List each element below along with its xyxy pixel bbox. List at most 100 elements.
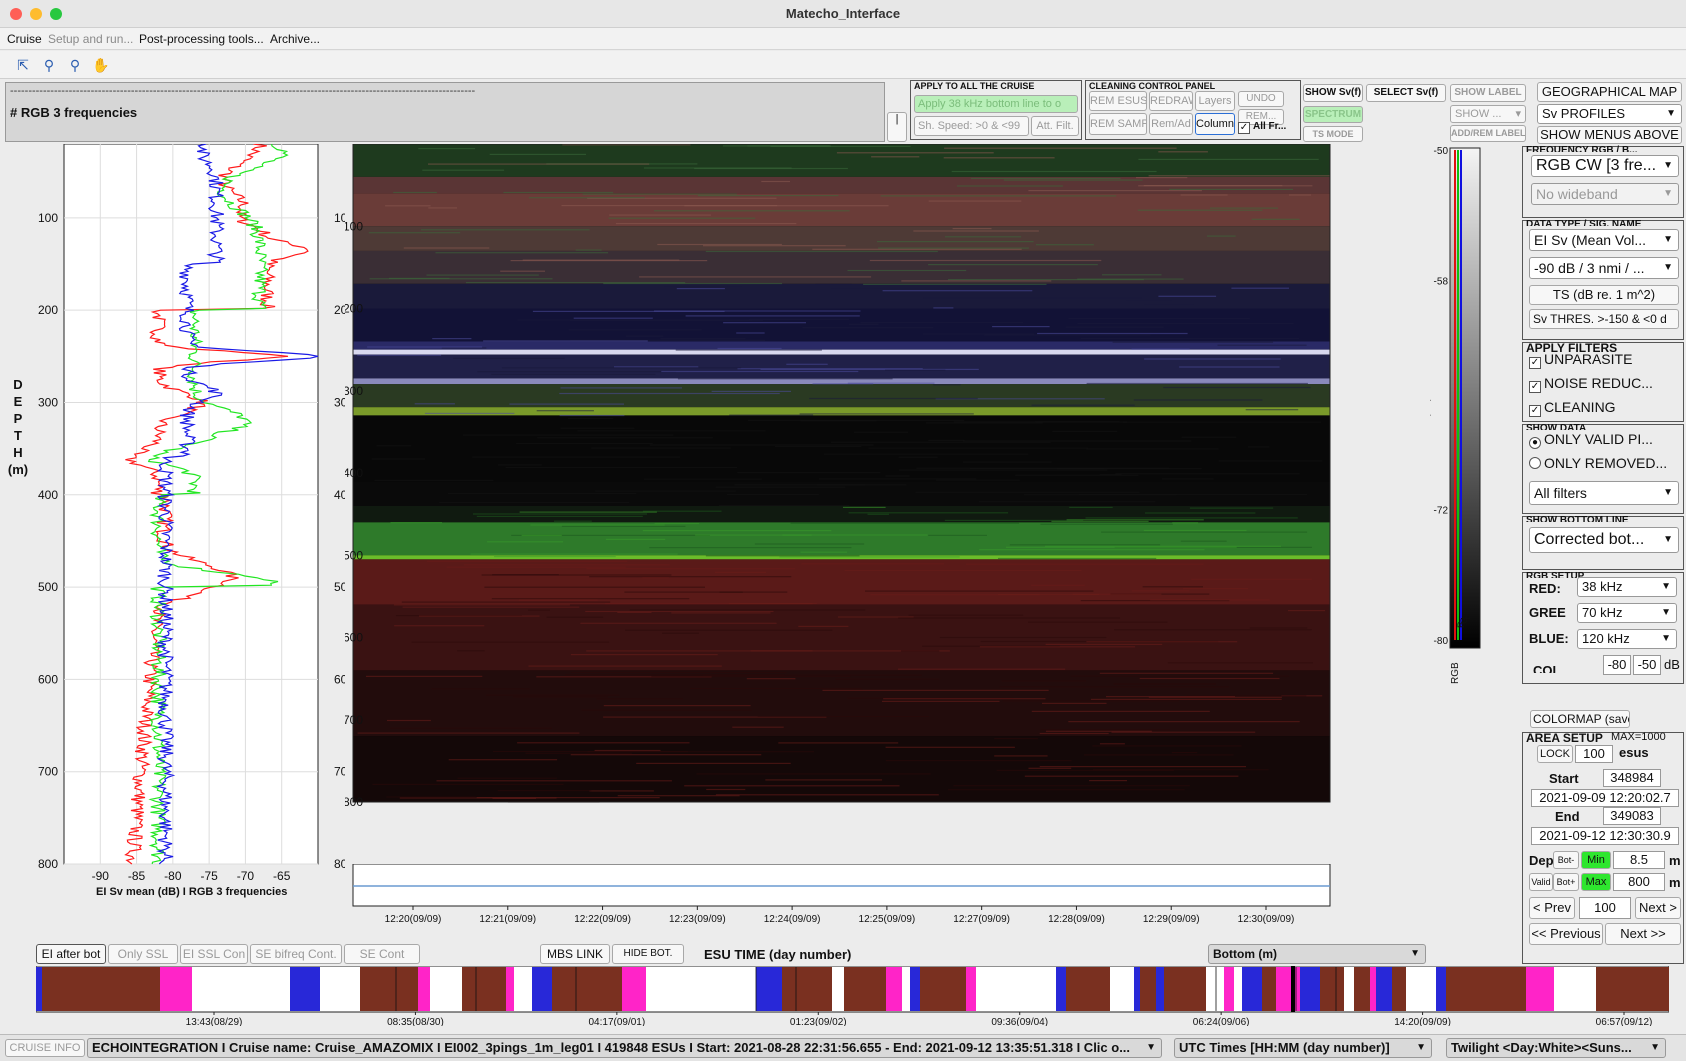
column-button[interactable]: Column — [1195, 113, 1235, 135]
rem-add-button[interactable]: Rem/Ad — [1149, 113, 1193, 135]
se-bifreq-tab[interactable]: SE bifreq Cont. — [250, 944, 342, 964]
unparasite-checkbox[interactable]: ✓ UNPARASITE — [1529, 351, 1633, 369]
min-depth-button[interactable]: Min — [1581, 851, 1611, 869]
undo-button[interactable]: UNDO — [1238, 91, 1284, 107]
rem-button[interactable]: REM... — [1238, 109, 1284, 125]
geographical-map-button[interactable]: GEOGRAPHICAL MAP — [1537, 82, 1682, 102]
end-time-input[interactable]: 2021-09-12 12:30:30.9 — [1531, 827, 1679, 845]
echogram-streak — [562, 144, 691, 146]
echogram-streak — [435, 252, 609, 254]
corrected-bottom-dropdown[interactable]: Corrected bot... ▼ — [1529, 527, 1679, 553]
slider-handle[interactable]: | — [887, 112, 907, 142]
only-ssl-tab[interactable]: Only SSL — [108, 944, 178, 964]
se-cont-tab[interactable]: SE Cont — [344, 944, 420, 964]
layers-button[interactable]: Layers — [1195, 91, 1235, 111]
echogram-streak — [521, 534, 562, 536]
ts-button[interactable]: TS (dB re. 1 m^2) — [1529, 285, 1679, 305]
show-sv-button[interactable]: SHOW Sv(f) — [1303, 84, 1363, 102]
cruise-timeline[interactable]: 13:43(08/29) 08:35(08/30) 04:17(09/01) 01:2… — [36, 966, 1669, 1026]
select-sv-button[interactable]: SELECT Sv(f) — [1366, 84, 1446, 102]
step-input[interactable]: 100 — [1579, 897, 1631, 919]
start-time-input[interactable]: 2021-09-09 12:20:02.7 — [1531, 789, 1679, 807]
valid-button[interactable]: Valid — [1529, 873, 1553, 891]
bot-minus-button[interactable]: Bot- — [1553, 851, 1579, 869]
echogram-streak — [511, 534, 710, 536]
ts-mode-button[interactable]: TS MODE — [1303, 126, 1363, 142]
show-menus-button[interactable]: SHOW MENUS ABOVE — [1537, 126, 1682, 144]
echogram-streak — [1207, 235, 1236, 237]
max-depth-button[interactable]: Max — [1581, 873, 1611, 891]
utc-times-dropdown[interactable]: UTC Times [HH:MM (day number)] ▼ — [1174, 1038, 1432, 1058]
ei-ssl-con-tab[interactable]: EI SSL Con — [180, 944, 248, 964]
pan-hand-icon[interactable]: ✋ — [92, 57, 110, 73]
hide-bot-button[interactable]: HIDE BOT. — [612, 944, 684, 964]
only-removed-radio[interactable]: ONLY REMOVED... — [1529, 455, 1667, 471]
col-max-input[interactable]: -50 — [1633, 655, 1661, 675]
lock-button[interactable]: LOCK — [1537, 745, 1573, 763]
rgb-cw-dropdown[interactable]: RGB CW [3 fre... ▼ — [1531, 155, 1679, 177]
noise-reduction-checkbox[interactable]: ✓ NOISE REDUC... — [1529, 375, 1653, 393]
close-window-button[interactable] — [10, 8, 22, 20]
green-freq-dropdown[interactable]: 70 kHz ▼ — [1577, 603, 1677, 623]
max-depth-input[interactable]: 800 — [1613, 873, 1665, 891]
menu-archive[interactable]: Archive... — [270, 32, 321, 46]
menu-setup[interactable]: Setup and run... — [48, 32, 134, 46]
ei-sv-dropdown[interactable]: EI Sv (Mean Vol... ▼ — [1529, 229, 1679, 251]
zoom-in-icon[interactable]: ⚲ — [69, 57, 81, 73]
rem-samp-button[interactable]: REM SAMP — [1089, 113, 1147, 135]
timeline-chart[interactable]: 13:43(08/29) 08:35(08/30) 04:17(09/01) 01:2… — [36, 966, 1669, 1026]
sv-threshold-button[interactable]: Sv THRES. >-150 & <0 d — [1529, 309, 1679, 329]
echogram-streak — [500, 270, 545, 272]
colormap-button[interactable]: COLORMAP (save — [1530, 710, 1630, 728]
all-filters-dropdown[interactable]: All filters ▼ — [1529, 481, 1679, 505]
area-setup-title: AREA SETUP — [1526, 731, 1603, 745]
ei-after-bot-tab[interactable]: EI after bot — [36, 944, 106, 964]
sv-profile-chart[interactable]: -90 -85 -80 -75 -70 -65 100 100 200 200 300 300 400 4… — [0, 144, 345, 902]
min-depth-input[interactable]: 8.5 — [1613, 851, 1665, 869]
prev-button[interactable]: < Prev — [1529, 897, 1575, 919]
cruise-info-button[interactable]: CRUISE INFO — [5, 1039, 85, 1057]
show-dropdown[interactable]: SHOW ... ▾ — [1450, 105, 1526, 123]
echogram-y-tick: 100 — [345, 219, 363, 233]
only-valid-radio[interactable]: ● ONLY VALID PI... — [1529, 431, 1653, 449]
echogram-streak — [799, 413, 974, 415]
apply-bottom-line-button[interactable]: Apply 38 kHz bottom line to o — [914, 95, 1078, 113]
twilight-dropdown[interactable]: Twilight <Day:White><Suns... ▼ — [1446, 1038, 1666, 1058]
zoom-out-icon[interactable]: ⚲ — [43, 57, 55, 73]
data-cursor-icon[interactable]: ⇱ — [17, 57, 29, 73]
spectrum-button[interactable]: SPECTRUM — [1303, 106, 1363, 123]
cruise-info-dropdown[interactable]: ECHOINTEGRATION I Cruise name: Cruise_AM… — [87, 1038, 1162, 1058]
minimize-window-button[interactable] — [30, 8, 42, 20]
red-freq-dropdown[interactable]: 38 kHz ▼ — [1577, 577, 1677, 597]
next-button[interactable]: Next > — [1635, 897, 1681, 919]
menu-post-processing[interactable]: Post-processing tools... — [139, 32, 264, 46]
start-esu-input[interactable]: 348984 — [1603, 769, 1661, 787]
echogram-streak — [898, 469, 1108, 471]
add-rem-label-button[interactable]: ADD/REM LABEL — [1450, 125, 1526, 142]
threshold-dropdown[interactable]: -90 dB / 3 nmi / ... ▼ — [1529, 257, 1679, 279]
blue-freq-dropdown[interactable]: 120 kHz ▼ — [1577, 629, 1677, 649]
previous-page-button[interactable]: << Previous — [1529, 923, 1603, 945]
sv-profiles-dropdown[interactable]: Sv PROFILES ▼ — [1537, 104, 1682, 124]
wideband-dropdown[interactable]: No wideband ▼ — [1531, 183, 1679, 205]
esu-count-input[interactable]: 100 — [1575, 745, 1613, 763]
col-min-input[interactable]: -80 — [1603, 655, 1631, 675]
bottom-depth-strip: -799-80012:20(09/09)12:21(09/09)12:22(09… — [345, 864, 1331, 925]
show-label-button[interactable]: SHOW LABEL — [1450, 84, 1526, 102]
all-freq-checkbox[interactable]: ✓ All Fr... — [1238, 121, 1287, 134]
echogram-streak — [589, 790, 654, 792]
echogram-streak — [923, 297, 1143, 299]
echogram-chart[interactable]: 100 200 300 400 500 600 700 800 — [345, 144, 1430, 864]
maximize-window-button[interactable] — [50, 8, 62, 20]
next-page-button[interactable]: Next >> — [1605, 923, 1681, 945]
bot-plus-button[interactable]: Bot+ — [1553, 873, 1579, 891]
ship-speed-filter[interactable]: Sh. Speed: >0 & <99 — [914, 116, 1029, 136]
end-esu-input[interactable]: 349083 — [1603, 807, 1661, 825]
att-filt-button[interactable]: Att. Filt. — [1031, 116, 1079, 136]
cleaning-checkbox[interactable]: ✓ CLEANING — [1529, 399, 1616, 417]
menu-cruise[interactable]: Cruise — [7, 32, 42, 46]
rem-esus-button[interactable]: REM ESUS — [1089, 91, 1147, 111]
mbs-link-button[interactable]: MBS LINK — [540, 944, 610, 964]
bottom-dropdown[interactable]: Bottom (m) ▼ — [1208, 944, 1426, 964]
redraw-button[interactable]: REDRAW — [1149, 91, 1193, 111]
